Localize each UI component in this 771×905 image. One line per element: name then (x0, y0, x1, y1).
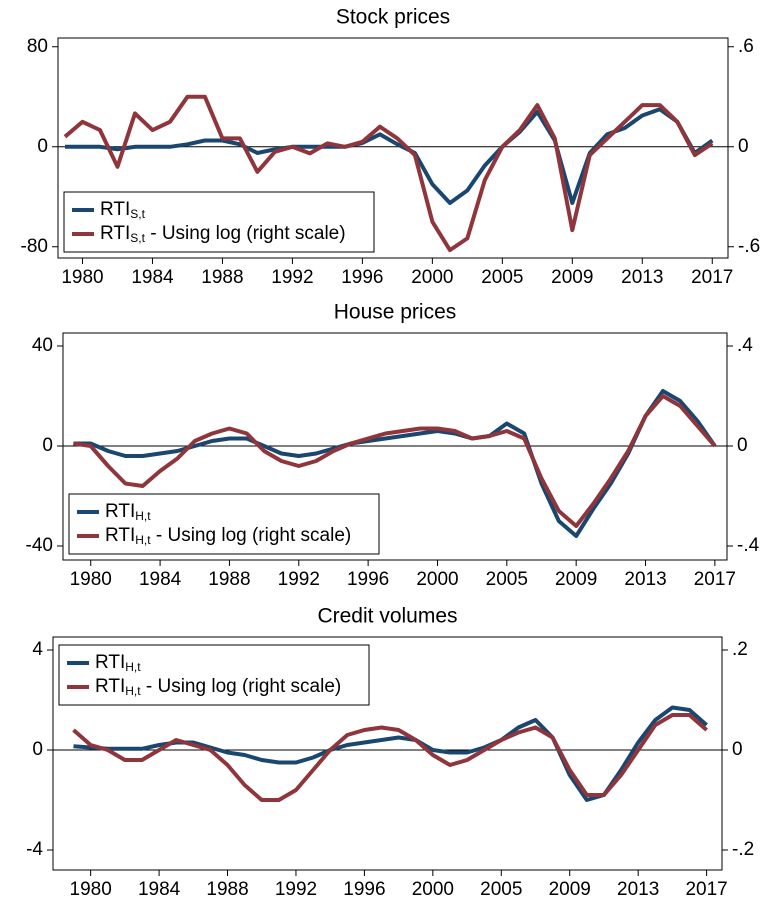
y2-tick-label: -.2 (732, 839, 754, 860)
plot-frame (52, 636, 723, 871)
y-tick-label: 0 (42, 435, 53, 456)
y-tick-label: 0 (37, 136, 48, 157)
legend-subscript: S,t (130, 231, 145, 245)
plot-frame (57, 37, 729, 259)
y-tick-label: -80 (21, 236, 48, 257)
y2-tick-label: 0 (732, 739, 743, 760)
series-line (63, 94, 714, 253)
legend-subscript: H,t (135, 533, 151, 547)
x-tick-label: 1996 (341, 267, 383, 288)
x-tick-label: 2000 (411, 267, 453, 288)
x-tick-label: 1992 (275, 879, 317, 900)
y2-tick-label: .6 (738, 36, 754, 57)
y2-tick-label: .2 (732, 639, 748, 660)
panel: Credit volumes -4 0 4 -.2 0 .2 1980 1984 1988 1992… (26, 605, 754, 900)
x-tick-label: 1980 (70, 879, 112, 900)
x-tick-label: 1992 (271, 267, 313, 288)
y-tick-label: -4 (26, 839, 43, 860)
x-tick-label: 1992 (278, 569, 320, 590)
legend-label: RTIS,t - Using log (right scale) (100, 223, 346, 245)
x-tick-label: 2017 (694, 569, 736, 590)
panel-title: House prices (334, 301, 457, 324)
series-line (73, 394, 717, 528)
x-tick-label: 2000 (416, 569, 458, 590)
y-tick-label: 0 (32, 739, 43, 760)
panel: Stock prices -80 0 80 -.6 0 .6 1980 1984 1988 1992… (21, 6, 761, 288)
x-tick-label: 1980 (70, 569, 112, 590)
x-tick-label: 1996 (343, 879, 385, 900)
series-line (72, 713, 708, 802)
panel-title: Stock prices (336, 6, 450, 29)
legend-subscript: H,t (125, 684, 141, 698)
legend-box (58, 644, 370, 706)
x-tick-label: 2000 (412, 879, 454, 900)
legend-subscript: S,t (130, 207, 145, 221)
legend-suffix: - Using log (right scale) (145, 223, 346, 244)
legend-name: RTI (105, 525, 135, 546)
legend-label: RTIS,t (100, 199, 146, 221)
y2-tick-label: -.4 (737, 535, 760, 556)
x-tick-label: 2009 (551, 267, 593, 288)
x-tick-label: 2009 (549, 879, 591, 900)
legend-box (63, 191, 375, 253)
x-tick-label: 1988 (208, 569, 250, 590)
x-tick-label: 1984 (131, 267, 174, 288)
x-tick-label: 2005 (481, 267, 523, 288)
legend-label: RTIH,t (95, 652, 141, 674)
legend-label: RTIH,t - Using log (right scale) (105, 525, 351, 547)
x-tick-label: 2005 (486, 569, 528, 590)
legend-label: RTIH,t - Using log (right scale) (95, 676, 341, 698)
x-tick-label: 1996 (347, 569, 389, 590)
legend-box (68, 493, 380, 555)
y2-tick-label: -.6 (738, 236, 760, 257)
legend-name: RTI (105, 501, 135, 522)
x-tick-label: 2013 (617, 879, 659, 900)
x-tick-label: 1988 (201, 267, 243, 288)
y2-tick-label: 0 (738, 136, 749, 157)
panel-title: Credit volumes (317, 605, 457, 628)
x-tick-label: 1984 (138, 879, 181, 900)
y2-tick-label: .4 (737, 335, 753, 356)
legend-name: RTI (95, 676, 125, 697)
legend-subscript: H,t (135, 509, 151, 523)
legend-name: RTI (100, 199, 130, 220)
x-tick-label: 2013 (621, 267, 663, 288)
x-tick-label: 2013 (624, 569, 666, 590)
x-tick-label: 2009 (555, 569, 597, 590)
y-tick-label: 4 (32, 639, 43, 660)
series-line (73, 389, 717, 538)
legend-suffix: - Using log (right scale) (151, 525, 352, 546)
x-tick-label: 1984 (139, 569, 182, 590)
legend-suffix: - Using log (right scale) (141, 676, 342, 697)
y-tick-label: -40 (26, 535, 53, 556)
x-tick-label: 2017 (685, 879, 727, 900)
y2-tick-label: 0 (737, 435, 748, 456)
y-tick-label: 40 (32, 335, 53, 356)
legend-subscript: H,t (125, 660, 141, 674)
x-tick-label: 2017 (691, 267, 733, 288)
series-line (65, 107, 714, 205)
legend-name: RTI (100, 223, 130, 244)
x-tick-label: 2005 (480, 879, 522, 900)
legend-label: RTIH,t (105, 501, 151, 523)
x-tick-label: 1988 (206, 879, 248, 900)
x-tick-label: 1980 (61, 267, 103, 288)
legend-name: RTI (95, 652, 125, 673)
y-tick-label: 80 (27, 36, 48, 57)
panel: House prices -40 0 40 -.4 0 .4 1980 1984 1988 1992… (26, 301, 760, 590)
